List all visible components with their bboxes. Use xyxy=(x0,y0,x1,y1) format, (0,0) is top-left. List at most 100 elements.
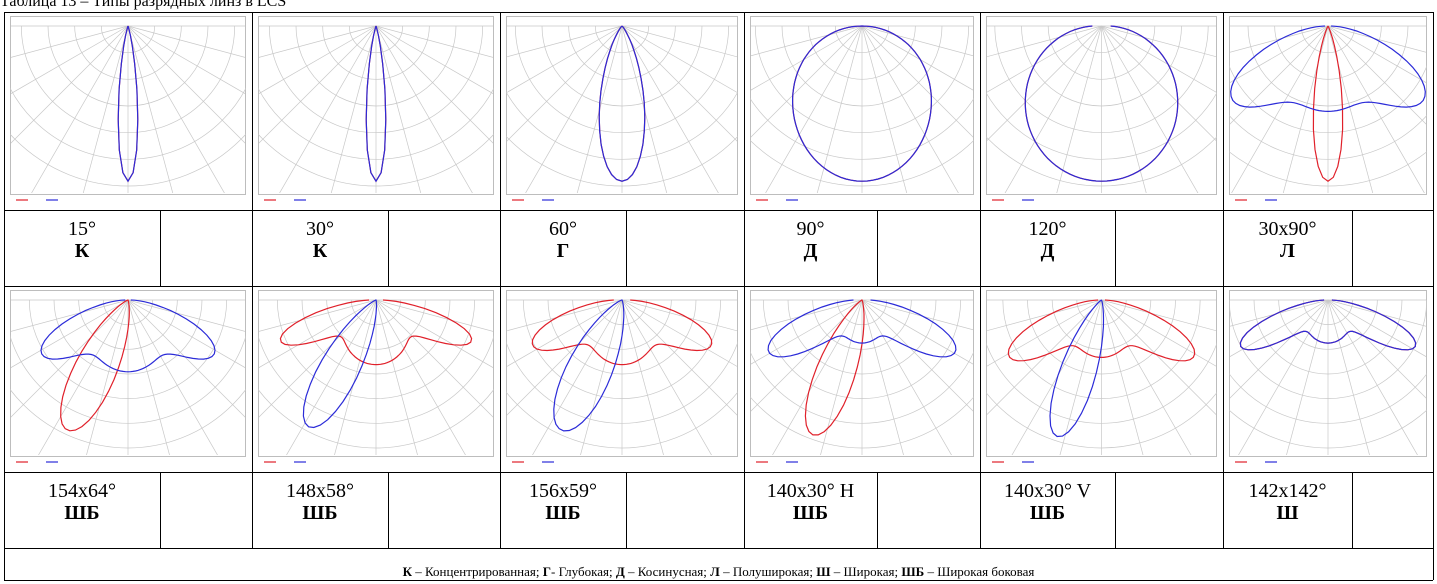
polar-grid-ray xyxy=(621,25,719,193)
table-border xyxy=(160,472,161,548)
polar-grid-ray xyxy=(987,25,1102,58)
polar-grid-ray xyxy=(621,25,737,142)
polar-grid-ray xyxy=(1059,299,1102,455)
polar-grid-ray xyxy=(987,299,1102,367)
polar-grid-ray xyxy=(820,299,863,455)
polar-intensity-diagram xyxy=(986,16,1217,201)
polar-grid-ray xyxy=(375,25,493,94)
polar-grid-ray xyxy=(375,299,493,332)
table-border xyxy=(500,12,501,548)
lens-label: 148x58° ШБ xyxy=(252,480,388,524)
beam-angle: 154x64° xyxy=(48,480,116,502)
polar-grid-ray xyxy=(816,25,863,193)
table-border xyxy=(388,472,389,548)
table-border xyxy=(877,472,878,548)
polar-grid-ray xyxy=(259,25,377,144)
table-border xyxy=(1223,12,1224,548)
distribution-type: Д xyxy=(1040,240,1055,262)
polar-grid-ray xyxy=(621,25,668,193)
polar-grid-ray xyxy=(1230,25,1329,125)
diagram-cell xyxy=(750,16,974,206)
polar-grid-ray xyxy=(1230,25,1329,53)
polar-grid-ray xyxy=(259,299,377,332)
lens-label: 30° К xyxy=(252,218,388,262)
table-border xyxy=(877,210,878,286)
polar-grid-ray xyxy=(861,299,952,455)
polar-grid-ray xyxy=(1101,299,1192,455)
polar-grid-ray xyxy=(375,25,473,193)
distribution-type: К xyxy=(312,240,328,262)
polar-grid-ray xyxy=(507,25,623,93)
table-border xyxy=(4,548,1433,549)
polar-grid-ray xyxy=(861,25,973,138)
lens-label: 15° К xyxy=(4,218,160,262)
polar-grid-ray xyxy=(1327,299,1370,455)
diagram-frame xyxy=(258,290,494,457)
polar-grid-ray xyxy=(507,25,623,58)
polar-grid-ray xyxy=(11,299,129,418)
beam-angle: 90° xyxy=(796,218,825,240)
beam-angle: 140x30° V xyxy=(1003,480,1092,502)
polar-intensity-diagram xyxy=(258,290,494,463)
polar-intensity-diagram xyxy=(750,290,974,463)
polar-intensity-diagram xyxy=(506,290,738,463)
table-border xyxy=(1352,472,1353,548)
polar-grid-ray xyxy=(751,25,863,57)
diagram-cell xyxy=(986,16,1217,206)
legend-abbr: Ш xyxy=(816,564,831,579)
polar-grid-ray xyxy=(279,25,377,193)
curve-c0-c180 xyxy=(60,299,130,432)
lens-label: 142x142° Ш xyxy=(1223,480,1352,524)
polar-grid-ray xyxy=(987,299,1102,332)
beam-angle: 30x90° xyxy=(1258,218,1317,240)
legend-text: - Глубокая; xyxy=(551,564,616,579)
polar-grid-ray xyxy=(1101,299,1144,455)
polar-grid-ray xyxy=(127,299,218,455)
polar-grid-ray xyxy=(861,25,973,91)
lens-label: 156x59° ШБ xyxy=(500,480,626,524)
curve-c0-c180 xyxy=(531,299,713,366)
polar-grid-ray xyxy=(507,25,623,142)
polar-grid-ray xyxy=(1101,25,1216,58)
distribution-type: ШБ xyxy=(1029,502,1066,524)
curve-c90-c270 xyxy=(767,299,957,358)
lens-label: 154x64° ШБ xyxy=(4,480,160,524)
polar-grid-ray xyxy=(375,25,493,144)
polar-intensity-diagram xyxy=(258,16,494,201)
polar-grid-ray xyxy=(1282,25,1329,193)
polar-intensity-diagram xyxy=(986,290,1217,463)
diagram-frame xyxy=(10,290,246,457)
polar-grid-ray xyxy=(861,299,973,331)
curve-c90-c270 xyxy=(553,299,625,432)
lens-label: 120° Д xyxy=(980,218,1115,262)
polar-grid-ray xyxy=(1101,25,1199,193)
legend-abbr: Л xyxy=(710,564,720,579)
table-border xyxy=(744,12,745,548)
polar-grid-ray xyxy=(375,25,422,193)
polar-grid-ray xyxy=(751,299,863,331)
polar-grid-ray xyxy=(861,299,973,412)
lens-label: 60° Г xyxy=(500,218,626,262)
diagram-frame xyxy=(750,16,974,195)
polar-grid-ray xyxy=(375,299,466,455)
diagram-cell xyxy=(506,16,738,206)
polar-grid-ray xyxy=(621,299,737,416)
legend-abbr: Д xyxy=(615,564,625,579)
distribution-type: ШБ xyxy=(64,502,100,524)
curve-c90-c270 xyxy=(302,299,378,429)
polar-grid-ray xyxy=(525,25,623,193)
polar-grid-ray xyxy=(987,25,1102,141)
beam-angle: 15° xyxy=(68,218,96,240)
polar-grid-ray xyxy=(1327,25,1374,193)
legend-row: К – Концентрированная; Г- Глубокая; Д – … xyxy=(0,564,1437,580)
diagram-cell xyxy=(258,290,494,468)
diagram-cell xyxy=(1229,16,1427,206)
polar-grid-ray xyxy=(751,299,863,365)
polar-grid-ray xyxy=(1231,25,1329,193)
beam-angle: 30° xyxy=(306,218,334,240)
diagram-frame xyxy=(750,290,974,457)
curve-c90-c270 xyxy=(1024,25,1179,182)
distribution-type: К xyxy=(74,240,90,262)
curve-c90-c270 xyxy=(1239,299,1417,351)
